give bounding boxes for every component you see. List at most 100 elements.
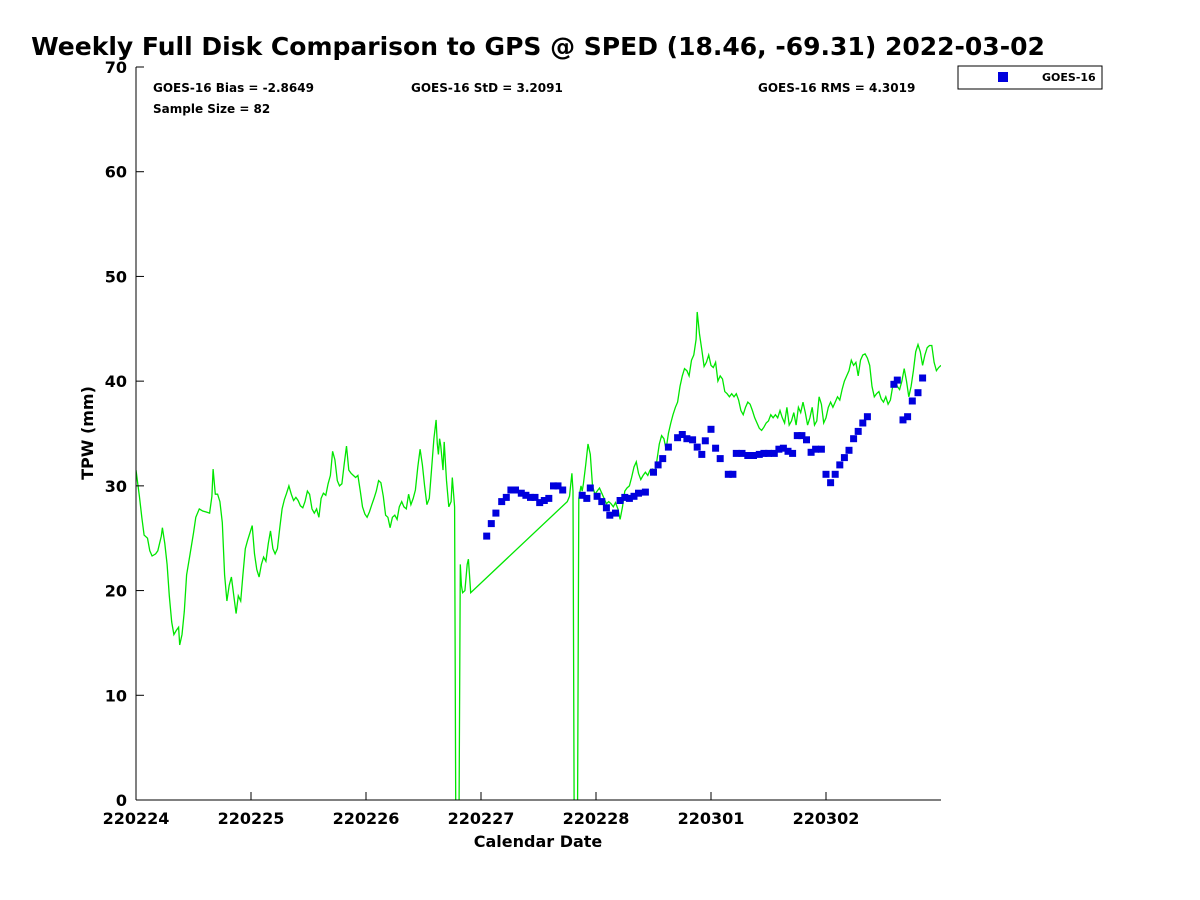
goes16-point-35 [674,434,682,442]
goes16-point-16 [559,486,567,494]
goes16-point-75 [890,380,898,388]
x-tick-label: 220225 [218,809,285,828]
goes16-point-13 [545,494,553,502]
y-axis-label: TPW (mm) [78,386,97,480]
goes16-point-33 [659,455,667,463]
x-tick-label: 220301 [678,809,745,828]
goes16-point-43 [712,444,720,452]
goes16-point-20 [593,492,601,500]
goes16-point-21 [598,498,606,506]
goes16-point-19 [586,484,594,492]
y-tick-label: 40 [105,372,127,391]
goes16-point-59 [793,432,801,440]
goes16-point-64 [817,445,825,453]
goes16-point-52 [760,449,768,457]
goes16-point-45 [724,470,732,478]
chart-title: Weekly Full Disk Comparison to GPS @ SPE… [31,32,1045,61]
goes16-point-14 [550,482,557,490]
x-tick-label: 220226 [333,809,400,828]
goes16-point-56 [779,444,787,452]
goes16-point-17 [578,491,586,499]
goes16-point-29 [635,489,642,497]
goes16-point-8 [522,491,530,499]
y-tick-label: 20 [105,582,127,601]
goes16-point-49 [744,452,752,459]
legend-label-goes16: GOES-16 [1042,71,1096,84]
goes16-point-24 [612,509,619,517]
goes16-point-9 [527,493,534,501]
goes16-point-34 [664,443,672,451]
y-tick-label: 0 [116,791,127,810]
goes16-point-31 [650,468,657,476]
goes16-point-61 [803,436,810,444]
goes16-point-25 [616,497,624,504]
goes16-point-58 [789,449,797,457]
goes16-point-7 [517,489,525,497]
goes16-point-72 [854,427,862,435]
y-tick-label: 30 [105,477,127,496]
goes16-point-62 [807,448,815,456]
y-tick-label: 50 [105,267,127,286]
goes16-point-32 [654,461,662,469]
goes16-point-30 [641,488,649,496]
goes16-point-54 [770,449,778,457]
goes16-point-80 [914,389,922,397]
goes16-point-39 [693,443,701,451]
y-tick-label: 60 [105,163,127,182]
goes16-point-48 [738,449,746,457]
goes16-point-69 [840,454,848,462]
goes16-point-41 [701,437,709,445]
goes16-point-28 [630,492,638,500]
goes16-point-3 [498,498,506,506]
stat-sample-size: Sample Size = 82 [153,102,270,116]
goes16-point-71 [850,435,858,443]
goes16-series-layer [483,374,927,540]
goes16-point-46 [729,470,737,478]
goes16-point-77 [899,416,907,424]
goes16-point-22 [602,504,610,512]
goes16-point-10 [531,493,539,501]
stat-rms: GOES-16 RMS = 4.3019 [758,81,915,95]
x-tick-label: 220302 [793,809,860,828]
goes16-point-65 [822,470,830,478]
goes16-point-55 [775,445,783,453]
goes16-point-40 [698,450,706,458]
goes16-point-60 [798,432,806,440]
x-tick-label: 220224 [103,809,170,828]
goes16-point-2 [492,509,500,517]
goes16-point-70 [845,446,853,454]
y-tick-label: 10 [105,686,127,705]
goes16-point-67 [831,470,839,478]
goes16-point-27 [625,494,633,502]
goes16-point-50 [750,452,757,459]
goes16-point-57 [784,447,792,455]
goes16-point-6 [512,486,519,494]
goes16-point-0 [483,532,491,540]
goes16-point-37 [683,435,691,443]
x-axis-label: Calendar Date [474,832,603,851]
goes16-point-4 [502,493,510,501]
goes16-point-23 [606,511,614,519]
goes16-point-44 [716,455,724,463]
y-tick-label: 70 [105,58,127,77]
stat-std: GOES-16 StD = 3.2091 [411,81,563,95]
goes16-point-26 [621,493,629,501]
goes16-point-78 [904,413,912,421]
x-tick-label: 220227 [448,809,515,828]
legend-box [957,65,1103,90]
goes16-point-81 [919,374,927,382]
goes16-point-74 [863,413,871,421]
goes16-point-53 [765,449,772,457]
goes16-point-18 [583,494,591,502]
x-tick-label: 220228 [563,809,630,828]
goes16-point-36 [678,431,686,438]
goes16-point-11 [536,499,544,507]
goes16-point-47 [732,449,740,457]
goes16-point-1 [487,520,495,528]
goes16-point-15 [554,482,562,490]
legend-marker-goes16 [998,72,1008,82]
goes16-point-42 [707,425,715,433]
goes16-point-66 [827,479,835,487]
legend: GOES-16 [957,65,1103,90]
